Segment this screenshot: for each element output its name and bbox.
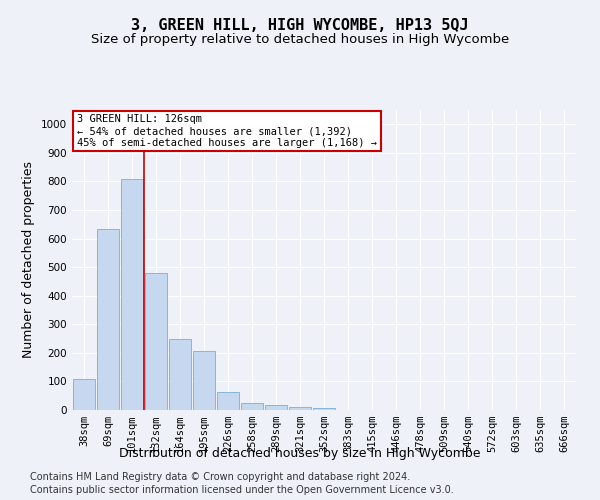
Bar [169,338,191,410]
Bar [193,352,215,410]
Bar [97,228,119,410]
Bar [217,392,239,410]
Text: Size of property relative to detached houses in High Wycombe: Size of property relative to detached ho… [91,32,509,46]
Bar [313,408,335,410]
Bar [145,273,167,410]
Text: 3, GREEN HILL, HIGH WYCOMBE, HP13 5QJ: 3, GREEN HILL, HIGH WYCOMBE, HP13 5QJ [131,18,469,32]
Bar [121,178,143,410]
Bar [265,405,287,410]
Bar [289,407,311,410]
Text: Distribution of detached houses by size in High Wycombe: Distribution of detached houses by size … [119,448,481,460]
Y-axis label: Number of detached properties: Number of detached properties [22,162,35,358]
Text: Contains public sector information licensed under the Open Government Licence v3: Contains public sector information licen… [30,485,454,495]
Text: 3 GREEN HILL: 126sqm
← 54% of detached houses are smaller (1,392)
45% of semi-de: 3 GREEN HILL: 126sqm ← 54% of detached h… [77,114,377,148]
Bar [73,378,95,410]
Text: Contains HM Land Registry data © Crown copyright and database right 2024.: Contains HM Land Registry data © Crown c… [30,472,410,482]
Bar [241,402,263,410]
